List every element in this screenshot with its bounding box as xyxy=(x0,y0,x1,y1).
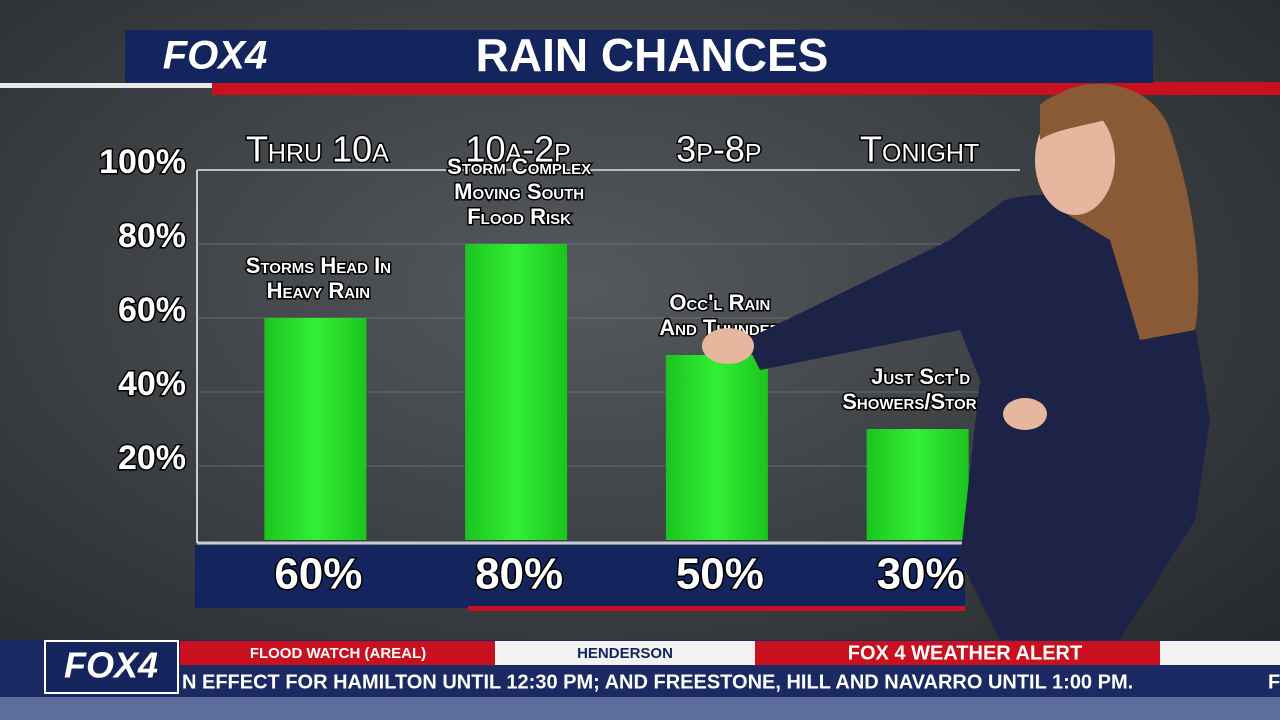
header-rule-red xyxy=(212,82,1280,95)
presenter-hand xyxy=(702,328,754,364)
y-tick-label: 60% xyxy=(118,291,186,329)
y-tick-label: 40% xyxy=(118,365,186,403)
x-tick-label: Thru 10a xyxy=(246,129,389,170)
y-tick-label: 20% xyxy=(118,439,186,477)
value-label: 50% xyxy=(676,550,764,599)
ticker-logo-box xyxy=(44,640,179,694)
header-bar xyxy=(125,30,1153,83)
bar-annotation: Occ'l Rain xyxy=(669,290,770,315)
ticker-tab-bg xyxy=(1160,641,1280,665)
presenter xyxy=(702,83,1210,640)
bar-annotation: Just Sct'd xyxy=(871,364,970,389)
header-rule xyxy=(0,83,212,88)
bar-annotation: Flood Risk xyxy=(467,204,571,229)
x-tick-label: 3p-8p xyxy=(676,129,761,170)
ticker-tab: FLOOD WATCH (AREAL) xyxy=(250,645,426,662)
y-tick-label: 80% xyxy=(118,217,186,255)
ticker-tab-bg xyxy=(755,641,1160,665)
presenter-hand-2 xyxy=(1003,398,1047,430)
x-tick-label: Tonight xyxy=(860,129,979,170)
value-band-rule xyxy=(468,606,965,611)
presenter-body xyxy=(745,194,1210,640)
value-label: 60% xyxy=(274,550,362,599)
ticker-crawl: N EFFECT FOR HAMILTON UNTIL 12:30 PM; AN… xyxy=(182,671,1133,693)
value-band xyxy=(195,545,965,608)
ticker-tab-bg xyxy=(180,641,495,665)
header-logo: FOX4 xyxy=(163,34,267,78)
ticker-tab-bg xyxy=(495,641,755,665)
bar xyxy=(866,429,969,540)
ticker-bottom xyxy=(0,697,1280,720)
header-title: RAIN CHANCES xyxy=(476,29,829,81)
bar-annotation: Storm Complex xyxy=(447,154,591,179)
bar-annotation: Moving South xyxy=(454,179,584,204)
bar xyxy=(465,244,568,540)
ticker-tab: FOX 4 WEATHER ALERT xyxy=(848,642,1082,664)
bar-annotation: Showers/Storms xyxy=(842,389,999,414)
ticker-logo: FOX4 xyxy=(64,645,158,686)
value-label: 80% xyxy=(475,550,563,599)
bar xyxy=(665,355,768,540)
bar-annotation: Storms Head In xyxy=(246,253,391,278)
chart: 20% 40% 60% 80% 100% Thru 10a Storms Head InHe… xyxy=(98,127,1020,611)
ticker-tab: HENDERSON xyxy=(577,645,673,662)
x-tick-label: 10a-2p xyxy=(465,129,570,170)
y-tick-label: 100% xyxy=(99,143,186,181)
bar-annotation: Heavy Rain xyxy=(267,278,370,303)
bar-annotation: And Thunder xyxy=(659,315,780,340)
value-label: 30% xyxy=(877,550,965,599)
ticker-crawl-next: F xyxy=(1268,671,1280,693)
bar xyxy=(264,318,367,540)
presenter-fringe xyxy=(1040,90,1125,140)
